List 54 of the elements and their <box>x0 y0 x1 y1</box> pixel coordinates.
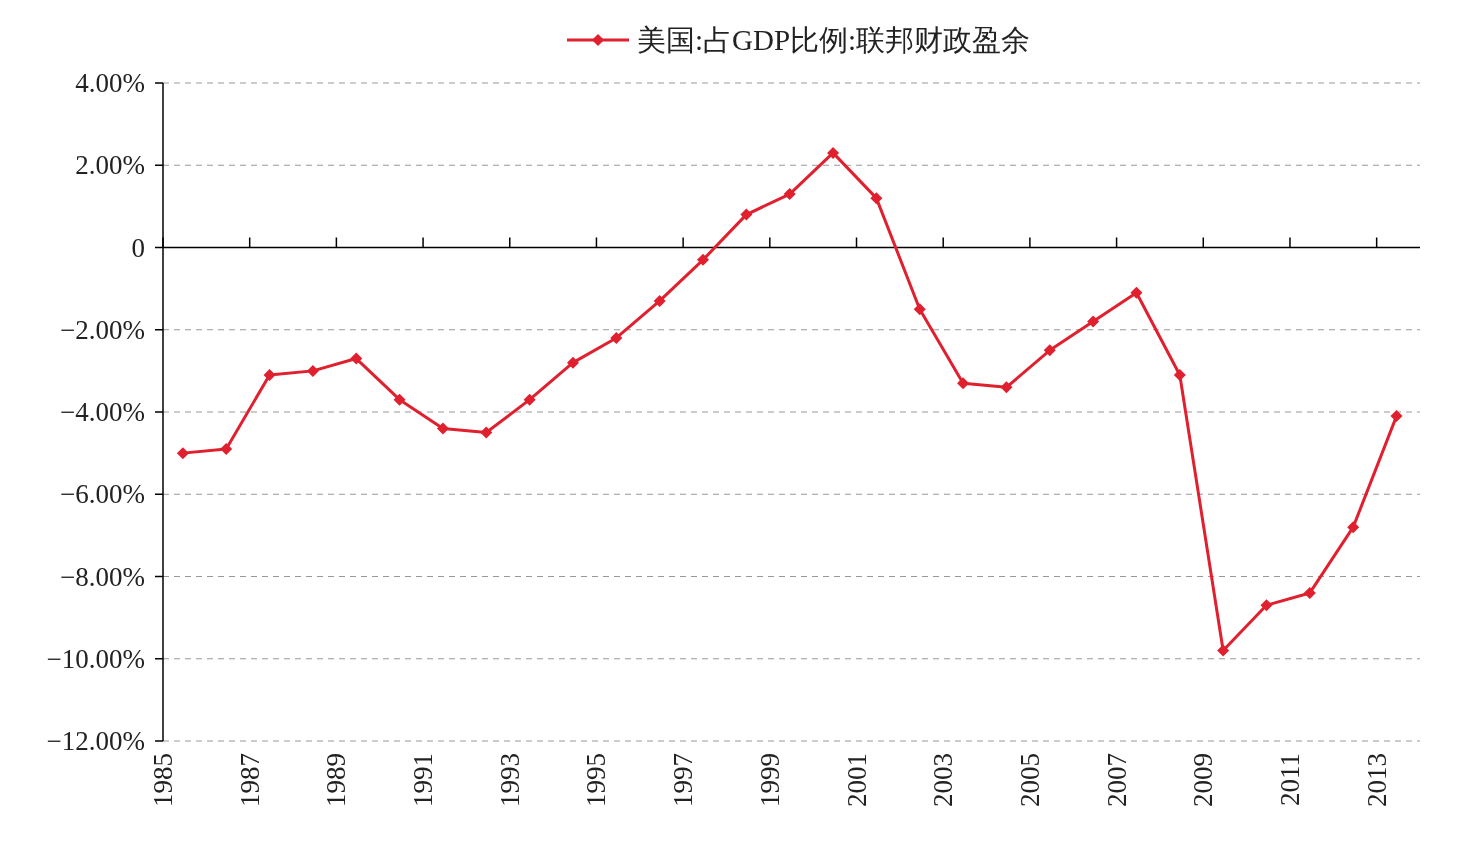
point <box>220 443 233 456</box>
point <box>350 352 363 365</box>
x-tick-label: 1991 <box>408 753 439 807</box>
point <box>480 426 493 439</box>
legend-label: 美国:占GDP比例:联邦财政盈余 <box>637 24 1031 56</box>
y-tick-label: −8.00% <box>60 561 145 592</box>
point <box>1130 286 1143 299</box>
y-tick-label: −6.00% <box>60 479 145 510</box>
x-tick-label: 2011 <box>1274 753 1305 806</box>
point <box>1303 586 1316 599</box>
point <box>870 192 883 205</box>
point <box>263 368 276 381</box>
point <box>1043 344 1056 357</box>
point <box>610 331 623 344</box>
point <box>1260 599 1273 612</box>
y-tick-label: 0 <box>131 232 145 263</box>
y-tick-label: −10.00% <box>46 643 145 674</box>
x-tick-label: 1993 <box>494 753 525 807</box>
x-tick-label: 1985 <box>148 753 178 807</box>
y-tick-label: −2.00% <box>60 314 145 345</box>
point <box>1217 644 1230 657</box>
point <box>1087 315 1100 328</box>
point <box>436 422 449 435</box>
x-tick-label: 2009 <box>1188 753 1219 807</box>
point <box>566 356 579 369</box>
x-tick-label: 2013 <box>1361 753 1392 807</box>
point <box>653 294 666 307</box>
point <box>523 393 536 406</box>
y-tick-label: −4.00% <box>60 397 145 427</box>
y-tick-label: 4.00% <box>75 68 145 98</box>
point <box>1347 521 1360 534</box>
x-tick-label: 2003 <box>928 753 959 807</box>
x-tick-label: 1999 <box>754 753 785 807</box>
point <box>1390 410 1403 423</box>
point <box>827 146 840 159</box>
point <box>740 208 753 221</box>
x-tick-label: 1987 <box>234 753 265 807</box>
y-tick-label: −12.00% <box>46 726 145 756</box>
x-tick-label: 1995 <box>581 753 612 807</box>
point <box>176 447 189 460</box>
legend: 美国:占GDP比例:联邦财政盈余 <box>567 24 1031 56</box>
point <box>913 303 926 316</box>
point <box>697 253 709 266</box>
point <box>783 188 796 201</box>
y-tick-label: 2.00% <box>75 150 145 181</box>
x-tick-label: 1989 <box>321 753 352 807</box>
point <box>393 393 406 406</box>
x-tick-label: 1997 <box>668 753 699 807</box>
point <box>1173 368 1186 381</box>
x-tick-label: 2001 <box>841 753 872 807</box>
point <box>957 377 970 390</box>
point <box>1000 381 1013 394</box>
x-tick-label: 2007 <box>1101 753 1132 807</box>
x-tick-label: 2005 <box>1014 753 1045 807</box>
